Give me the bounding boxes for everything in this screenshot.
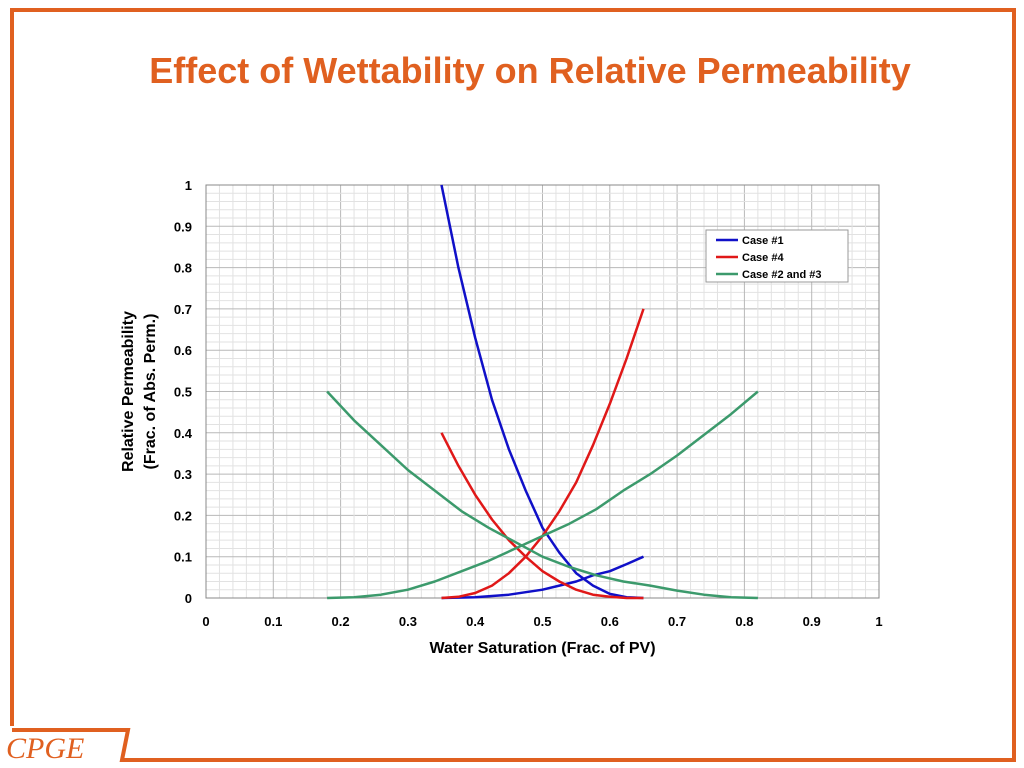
chart-legend: Case #1 Case #4 Case #2 and #3: [705, 229, 849, 283]
x-axis-label: Water Saturation (Frac. of PV): [429, 640, 655, 657]
series-line: [440, 184, 644, 600]
legend-entry: Case #2 and #3: [742, 269, 822, 281]
x-tick-label: 0.4: [466, 614, 485, 629]
x-tick-label: 0.6: [601, 614, 619, 629]
y-tick-label: 0.9: [174, 219, 192, 234]
x-tick-label: 0.1: [264, 614, 282, 629]
y-tick-label: 0.2: [174, 508, 192, 523]
y-tick-label: 0.1: [174, 550, 192, 565]
chart-ticks: 0 0.1 0.2 0.3 0.4 0.5 0.6 0.7 0.8 0.9 1 0 0.1 0.2 0.3 0…: [174, 178, 883, 629]
chart-series: [326, 184, 759, 600]
series-line: [326, 390, 758, 600]
y-tick-label: 0.6: [174, 343, 192, 358]
series-line: [441, 555, 645, 600]
y-tick-label: 0.3: [174, 467, 192, 482]
series-line: [440, 432, 644, 600]
x-tick-label: 1: [875, 614, 882, 629]
slide-title: Effect of Wettability on Relative Permea…: [149, 50, 911, 91]
x-tick-label: 0.2: [332, 614, 350, 629]
frame-border: [10, 8, 1016, 762]
y-tick-label: 0.7: [174, 302, 192, 317]
x-tick-label: 0: [202, 614, 209, 629]
y-tick-label: 0: [185, 591, 192, 606]
legend-entry: Case #1: [742, 235, 784, 247]
y-tick-label: 0.5: [174, 385, 192, 400]
x-tick-label: 0.5: [533, 614, 551, 629]
y-axis-label-line-2: (Frac. of Abs. Perm.): [142, 314, 159, 470]
cpge-logo: CPGE: [6, 732, 85, 765]
y-tick-label: 0.8: [174, 261, 192, 276]
x-tick-label: 0.9: [803, 614, 821, 629]
x-tick-label: 0.3: [399, 614, 417, 629]
x-tick-label: 0.8: [735, 614, 753, 629]
legend-entry: Case #4: [742, 252, 784, 264]
y-tick-label: 0.4: [174, 426, 193, 441]
series-line: [327, 390, 759, 600]
plot-area-border: [205, 184, 880, 599]
y-tick-label: 1: [185, 178, 192, 193]
y-axis-label-line-1: Relative Permeability: [120, 311, 137, 472]
x-tick-label: 0.7: [668, 614, 686, 629]
